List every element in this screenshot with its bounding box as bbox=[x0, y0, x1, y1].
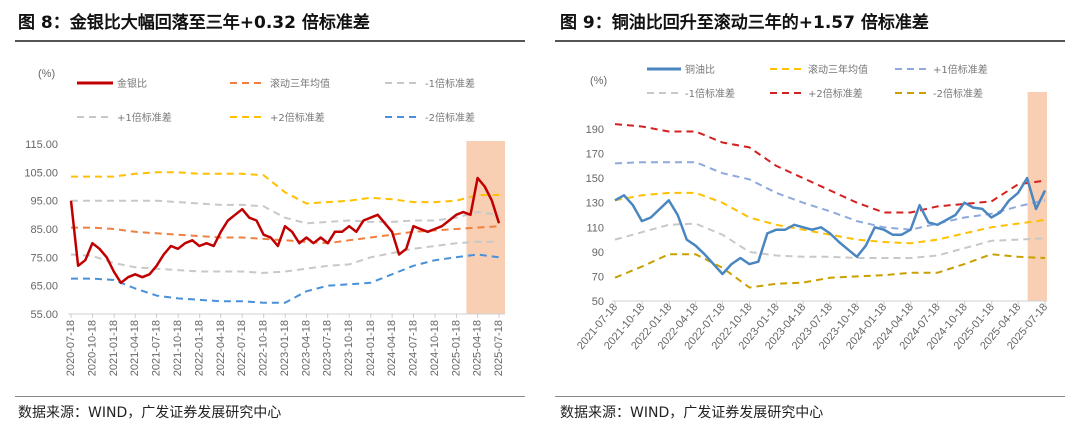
series-line-5 bbox=[71, 253, 500, 304]
x-tick-label: 2020-10-18 bbox=[87, 320, 99, 376]
x-tick-label: 2024-07-18 bbox=[407, 320, 419, 376]
source-divider bbox=[555, 396, 1065, 397]
series-line-2 bbox=[70, 240, 499, 274]
source-note: 数据来源：WIND，广发证券发展研究中心 bbox=[18, 405, 282, 421]
y-tick-label: 50 bbox=[592, 296, 604, 308]
x-tick-label: 2021-07-18 bbox=[151, 320, 163, 376]
series-line-3 bbox=[71, 199, 500, 225]
copper-oil-ratio-chart: 507090110130150170190(%)2021-07-182021-1… bbox=[575, 63, 1050, 352]
series-line-5 bbox=[614, 253, 1046, 289]
gold-silver-ratio-chart: 55.00 65.00 75.00 85.00 95.00 105.00 115.00 (%)… bbox=[24, 68, 505, 376]
y-tick-label: 85.00 bbox=[30, 224, 58, 236]
x-tick-label: 2021-04-18 bbox=[129, 320, 141, 376]
title-divider bbox=[15, 40, 525, 42]
series-line-4 bbox=[71, 171, 499, 205]
figure-8-title: 图 8：金银比大幅回落至三年+0.32 倍标准差 bbox=[18, 13, 370, 33]
series-line-0 bbox=[614, 176, 1047, 276]
unit-label: (%) bbox=[590, 75, 607, 87]
y-tick-label: 190 bbox=[586, 124, 604, 136]
source-divider bbox=[15, 396, 525, 397]
y-tick-label: 170 bbox=[586, 149, 604, 161]
legend-label: +2倍标准差 bbox=[270, 111, 325, 124]
y-tick-label: 115.00 bbox=[25, 139, 58, 151]
y-tick-label: 105.00 bbox=[24, 167, 58, 179]
title-divider bbox=[555, 40, 1065, 42]
legend-label: 滚动三年均值 bbox=[270, 77, 330, 90]
legend-label: 铜油比 bbox=[685, 63, 715, 76]
x-tick-label: 2022-01-18 bbox=[194, 320, 206, 376]
y-tick-label: 70 bbox=[592, 271, 604, 283]
x-tick-label: 2024-04-18 bbox=[386, 320, 398, 376]
x-tick-label: 2025-07-18 bbox=[493, 320, 505, 376]
x-tick-label: 2025-04-18 bbox=[472, 320, 484, 376]
x-tick-label: 2022-07-18 bbox=[236, 320, 248, 376]
y-tick-label: 95.00 bbox=[30, 196, 58, 208]
series-line-3 bbox=[614, 222, 1046, 259]
y-tick-label: 130 bbox=[586, 198, 604, 210]
x-tick-label: 2023-04-18 bbox=[300, 320, 312, 376]
figure-9-title: 图 9：铜油比回升至滚动三年的+1.57 倍标准差 bbox=[560, 13, 929, 33]
legend-label: -2倍标准差 bbox=[933, 87, 983, 100]
x-tick-label: 2021-01-18 bbox=[108, 320, 120, 376]
series-line-4 bbox=[614, 123, 1046, 214]
source-note: 数据来源：WIND，广发证券发展研究中心 bbox=[560, 405, 824, 421]
unit-label: (%) bbox=[38, 68, 55, 80]
y-tick-label: 65.00 bbox=[30, 281, 58, 293]
x-tick-label: 2022-10-18 bbox=[258, 320, 270, 376]
legend-label: -1倍标准差 bbox=[425, 77, 475, 90]
highlight-band bbox=[466, 141, 505, 314]
legend-label: +1倍标准差 bbox=[933, 63, 988, 76]
legend-label: 滚动三年均值 bbox=[808, 63, 868, 76]
y-tick-label: 90 bbox=[592, 247, 604, 259]
x-tick-label: 2021-10-18 bbox=[172, 320, 184, 376]
x-tick-label: 2024-01-18 bbox=[365, 320, 377, 376]
x-tick-label: 2023-07-18 bbox=[322, 320, 334, 376]
x-tick-label: 2025-01-18 bbox=[451, 320, 463, 376]
x-tick-label: 2020-07-18 bbox=[65, 320, 77, 376]
y-tick-label: 55.00 bbox=[30, 309, 58, 321]
x-tick-label: 2022-04-18 bbox=[215, 320, 227, 376]
x-tick-label: 2024-10-18 bbox=[429, 320, 441, 376]
legend-label: 金银比 bbox=[117, 77, 147, 90]
legend-label: -2倍标准差 bbox=[425, 111, 475, 124]
y-tick-label: 150 bbox=[586, 173, 604, 185]
series-line-0 bbox=[69, 176, 501, 285]
legend-label: +2倍标准差 bbox=[808, 87, 863, 100]
legend-label: +1倍标准差 bbox=[117, 111, 172, 124]
x-tick-label: 2023-01-18 bbox=[279, 320, 291, 376]
highlight-band bbox=[1027, 92, 1047, 301]
legend-label: -1倍标准差 bbox=[685, 87, 735, 100]
x-tick-label: 2023-10-18 bbox=[343, 320, 355, 376]
y-tick-label: 75.00 bbox=[30, 252, 58, 264]
y-tick-label: 110 bbox=[586, 222, 604, 234]
